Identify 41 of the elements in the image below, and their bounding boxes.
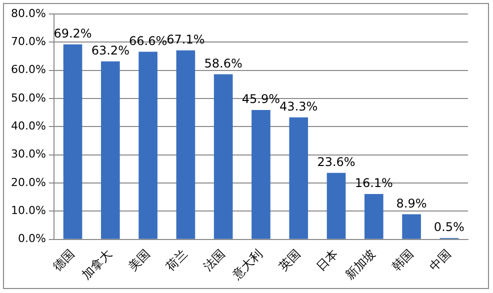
bar: [252, 110, 270, 239]
y-tick-label: 10.0%: [10, 204, 46, 218]
x-tick-label: 法国: [200, 246, 228, 274]
data-label: 66.6%: [128, 34, 168, 48]
data-label: 8.9%: [396, 196, 427, 210]
data-label: 16.1%: [354, 176, 393, 190]
x-tick-label: 英国: [276, 246, 303, 274]
y-tick-label: 80.0%: [10, 6, 46, 20]
x-tick-label: 加拿大: [79, 246, 115, 282]
bar: [214, 74, 233, 239]
x-tick-label: 荷兰: [163, 246, 190, 274]
x-tick-label: 韩国: [389, 246, 416, 274]
y-tick-label: 20.0%: [10, 176, 46, 189]
data-label: 58.6%: [204, 56, 242, 70]
bar: [138, 52, 158, 239]
bar: [402, 214, 421, 239]
bar: [100, 61, 120, 239]
bar: [326, 172, 346, 239]
data-label: 0.5%: [434, 220, 464, 234]
y-tick-label: 0.0%: [18, 232, 46, 246]
bar: [289, 117, 308, 239]
x-tick-label: 日本: [314, 246, 341, 274]
y-tick-label: 30.0%: [10, 148, 46, 161]
bar: [176, 50, 196, 239]
data-label: 67.1%: [166, 32, 205, 46]
data-label: 43.3%: [280, 100, 318, 114]
data-label: 69.2%: [54, 26, 92, 41]
data-label: 45.9%: [242, 92, 280, 106]
data-label: 23.6%: [317, 155, 356, 170]
y-tick-label: 70.0%: [10, 35, 46, 48]
x-tick-label: 美国: [126, 246, 152, 274]
x-tick-label: 中国: [426, 246, 454, 274]
x-tick-label: 德国: [50, 246, 78, 274]
y-tick-label: 50.0%: [10, 91, 46, 104]
bar: [63, 44, 82, 239]
y-tick-label: 60.0%: [10, 63, 46, 76]
x-tick-label: 新加坡: [342, 246, 378, 282]
x-tick-label: 意大利: [229, 246, 266, 283]
data-label: 63.2%: [91, 43, 130, 58]
bar: [364, 194, 384, 239]
y-tick-label: 40.0%: [10, 120, 46, 133]
